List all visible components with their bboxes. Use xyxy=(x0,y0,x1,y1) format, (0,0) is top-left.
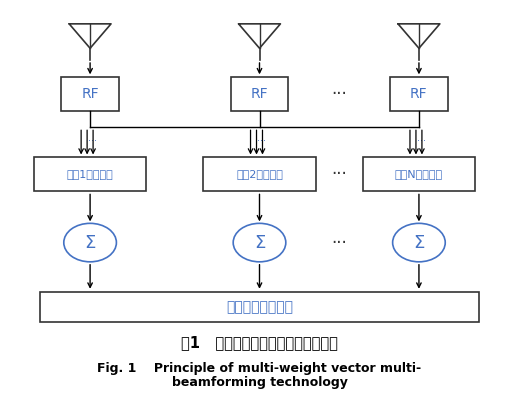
Text: 波束1权值计算: 波束1权值计算 xyxy=(67,169,114,180)
Text: 波束N权值计算: 波束N权值计算 xyxy=(395,169,443,180)
Bar xyxy=(231,77,288,111)
Text: Fig. 1    Principle of multi-weight vector multi-: Fig. 1 Principle of multi-weight vector … xyxy=(98,362,421,375)
Text: Σ: Σ xyxy=(85,234,96,252)
Text: 多波束导航接收机: 多波束导航接收机 xyxy=(226,300,293,314)
Text: 图1   多权值矢量多波束形成技术原理: 图1 多权值矢量多波束形成技术原理 xyxy=(181,335,338,350)
Text: 波束2权值计算: 波束2权值计算 xyxy=(236,169,283,180)
Ellipse shape xyxy=(233,223,286,262)
Text: RF: RF xyxy=(410,87,428,101)
Bar xyxy=(34,157,146,191)
Text: Σ: Σ xyxy=(413,234,425,252)
Text: ...: ... xyxy=(257,133,266,144)
Bar xyxy=(61,77,119,111)
Text: beamforming technology: beamforming technology xyxy=(172,376,347,389)
Bar xyxy=(40,292,479,322)
Text: RF: RF xyxy=(81,87,99,101)
Text: Σ: Σ xyxy=(254,234,265,252)
Text: ···: ··· xyxy=(331,234,347,252)
Bar xyxy=(390,77,447,111)
Text: ···: ··· xyxy=(331,165,347,184)
Text: ···: ··· xyxy=(331,85,347,103)
Ellipse shape xyxy=(393,223,445,262)
Text: ...: ... xyxy=(417,133,426,144)
Bar xyxy=(363,157,475,191)
Text: ...: ... xyxy=(88,133,97,144)
Bar xyxy=(203,157,316,191)
Text: RF: RF xyxy=(251,87,268,101)
Ellipse shape xyxy=(64,223,116,262)
